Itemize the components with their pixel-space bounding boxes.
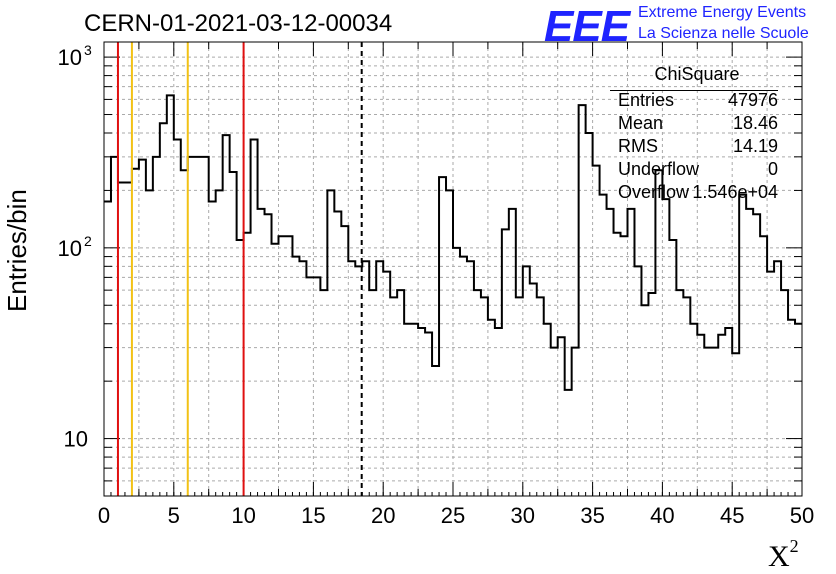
y-tick-exponent: 2: [84, 233, 92, 249]
y-axis-label: Entries/bin: [2, 189, 32, 312]
stats-row-overflow: Overflow 1.546e+04: [610, 181, 778, 204]
x-tick-label: 0: [98, 503, 110, 528]
stats-row-underflow: Underflow 0: [610, 158, 778, 181]
stats-value: 14.19: [732, 136, 778, 156]
stats-row-rms: RMS 14.19: [610, 135, 778, 158]
stats-name: ChiSquare: [654, 64, 740, 84]
x-tick-label: 10: [231, 503, 255, 528]
x-axis-label: X2: [768, 536, 799, 574]
x-tick-label: 20: [371, 503, 395, 528]
logo-line-2: La Scienza nelle Scuole: [638, 25, 809, 42]
stats-value: 18.46: [732, 113, 778, 133]
eee-logo: EEE: [544, 2, 630, 51]
plot-frame: [103, 41, 803, 497]
x-tick-label: 35: [580, 503, 604, 528]
x-axis-label-text: X: [768, 540, 790, 573]
stats-divider: [610, 90, 778, 91]
stats-label: RMS: [618, 136, 658, 156]
x-tick-label: 5: [168, 503, 180, 528]
stats-label: Overflow: [618, 182, 690, 202]
stats-row-mean: Mean 18.46: [610, 112, 778, 135]
stats-value: 0: [767, 159, 778, 179]
stats-row-entries: Entries 47976: [610, 89, 778, 112]
stats-label: Underflow: [618, 159, 700, 179]
x-tick-label: 40: [650, 503, 674, 528]
stats-value: 47976: [727, 90, 778, 110]
stats-label: Entries: [618, 90, 675, 110]
run-title: CERN-01-2021-03-12-00034: [84, 10, 393, 37]
logo-line-1: Extreme Energy Events: [638, 4, 807, 21]
histogram-series: [104, 94, 802, 391]
x-tick-label: 45: [720, 503, 744, 528]
stats-value: 1.546e+04: [692, 182, 778, 202]
x-axis-label-exponent: 2: [789, 536, 799, 556]
x-tick-label: 25: [441, 503, 465, 528]
y-tick-exponent: 3: [84, 42, 92, 58]
x-tick-label: 30: [511, 503, 535, 528]
stats-box: ChiSquare Entries 47976 Mean 18.46 RMS 1…: [610, 64, 778, 204]
stats-label: Mean: [618, 113, 664, 133]
y-tick-label: 10: [58, 236, 82, 261]
x-tick-label: 50: [790, 503, 814, 528]
x-tick-label: 15: [301, 503, 325, 528]
y-tick-label: 10: [58, 45, 82, 70]
y-tick-label: 10: [64, 427, 88, 452]
